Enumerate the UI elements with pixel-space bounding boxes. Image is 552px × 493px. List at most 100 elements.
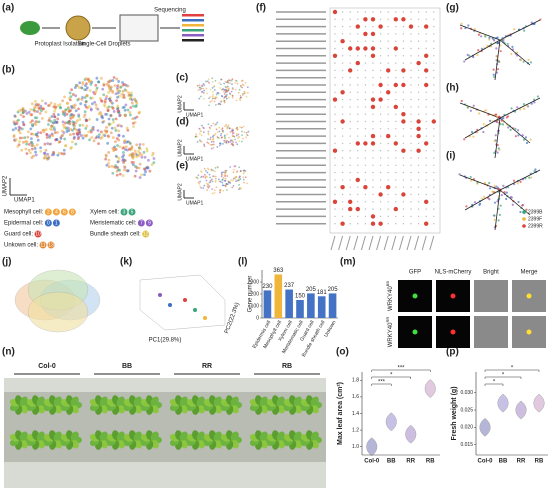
umap-point: [109, 100, 113, 104]
trajectory-point: [512, 179, 516, 182]
umap-point: [109, 85, 113, 89]
umap-point: [37, 103, 40, 107]
umap-point: [94, 90, 98, 94]
umap-point: [224, 175, 226, 177]
y-tick-label: 300: [251, 279, 260, 285]
umap-point: [23, 136, 27, 140]
umap-point: [221, 184, 224, 187]
cluster-dot: [120, 208, 128, 216]
umap-point: [91, 102, 94, 106]
trajectory-point: [521, 204, 524, 207]
trajectory-point: [472, 135, 475, 138]
umap-point: [213, 100, 216, 103]
leaf: [293, 431, 302, 441]
trajectory-point: [521, 134, 524, 137]
umap-point: [58, 103, 62, 106]
umap-point: [148, 169, 152, 173]
umap-point: [34, 123, 38, 126]
dot: [410, 157, 412, 159]
dot: [379, 106, 382, 108]
umap-point: [105, 126, 108, 129]
leaf: [213, 396, 222, 406]
umap-point: [198, 128, 201, 130]
dot: [417, 84, 420, 86]
dot: [424, 141, 429, 146]
dot: [349, 84, 351, 86]
dot: [425, 113, 427, 115]
umap-point: [198, 132, 201, 135]
umap-point: [211, 97, 214, 100]
dot: [387, 55, 389, 57]
cell-label: [391, 235, 397, 251]
trajectory-point: [476, 53, 479, 57]
umap-point: [218, 130, 221, 133]
umap-point: [239, 170, 242, 173]
umap-point: [20, 127, 24, 131]
dot: [357, 215, 359, 218]
umap-point: [235, 175, 238, 178]
dot: [395, 128, 397, 130]
dot: [393, 82, 398, 88]
dot: [379, 47, 382, 50]
dot: [349, 98, 351, 101]
trajectory-line: [494, 39, 501, 81]
trajectory-line: [499, 39, 531, 66]
umap-point: [237, 133, 240, 136]
umap-point: [121, 155, 124, 159]
umap-point: [85, 124, 89, 128]
leaf: [150, 396, 159, 406]
dot: [363, 185, 368, 190]
umap-point: [100, 100, 104, 103]
umap-point: [52, 121, 55, 125]
trajectory-point: [496, 68, 500, 71]
dot: [349, 157, 351, 159]
umap-point: [40, 109, 43, 113]
umap-point: [12, 120, 16, 124]
umap-point: [131, 156, 135, 160]
umap-point: [220, 132, 223, 135]
dot: [410, 186, 412, 188]
umap-point: [197, 181, 200, 184]
umap-point: [243, 171, 246, 174]
dot: [334, 113, 336, 115]
dot: [379, 171, 382, 174]
trajectory-point: [467, 24, 470, 27]
umap-point: [87, 130, 91, 134]
umap-point: [73, 86, 77, 90]
dot: [357, 135, 359, 137]
umap-point: [89, 108, 93, 112]
umap-point: [116, 160, 120, 164]
umap-point: [84, 127, 88, 130]
umap-point: [52, 150, 55, 154]
dot: [387, 142, 389, 145]
umap-point: [106, 134, 110, 138]
dot: [334, 164, 336, 166]
umap-point: [223, 97, 225, 100]
umap-point: [213, 170, 216, 173]
legend-label: Meristematic cell:: [90, 221, 137, 227]
panel-label: (l): [238, 257, 247, 268]
umap-point: [212, 122, 215, 125]
dot: [349, 25, 351, 28]
umap-point: [128, 147, 131, 151]
umap-point: [244, 176, 247, 179]
gene: WRKY40: [388, 286, 394, 311]
dot: [349, 62, 351, 64]
trajectory-point: [473, 28, 476, 31]
dot: [379, 150, 382, 152]
leaf: [230, 396, 239, 406]
umap-point: [123, 82, 126, 86]
dot: [370, 46, 376, 51]
umap-point: [79, 134, 83, 137]
dot: [363, 31, 368, 37]
leaf: [230, 431, 239, 441]
umap-point: [216, 121, 219, 124]
umap-point: [81, 136, 85, 140]
dot: [357, 91, 359, 94]
dot: [364, 55, 367, 57]
umap-point: [207, 78, 210, 81]
dot: [364, 193, 367, 196]
dot: [364, 128, 367, 130]
umap-point: [200, 130, 202, 133]
dot: [387, 208, 389, 210]
